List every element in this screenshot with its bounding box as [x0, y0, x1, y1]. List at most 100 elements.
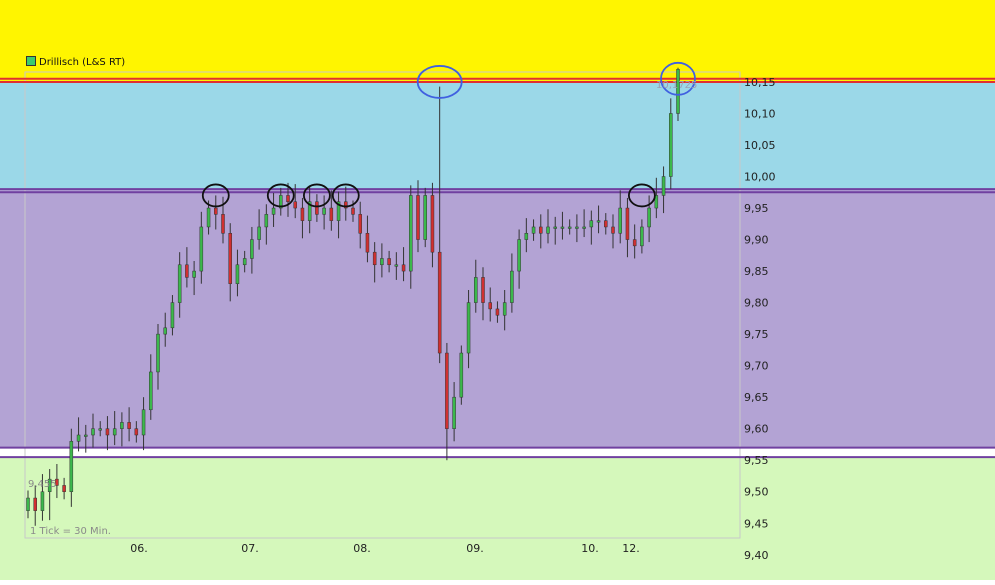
candle-body-18 [156, 333, 160, 373]
x-tick-label-5: 12. [622, 542, 640, 555]
y-tick-label-0: 10,15 [744, 76, 776, 89]
candle-body-26 [214, 207, 218, 215]
candle-body-33 [264, 214, 269, 228]
candle-body-87 [654, 195, 659, 209]
candle-body-63 [481, 277, 485, 303]
y-tick-label-2: 10,05 [744, 139, 776, 152]
zone-band-4 [0, 457, 995, 580]
candle-body-88 [661, 176, 666, 196]
candle-body-21 [177, 264, 182, 303]
plot-frame [24, 71, 741, 539]
zone-band-3 [0, 447, 995, 458]
candle-body-22 [185, 264, 189, 278]
candle-body-7 [76, 434, 81, 442]
candle-body-54 [416, 195, 420, 240]
candle-body-11 [105, 428, 110, 436]
candle-body-64 [488, 302, 492, 310]
highlight-circle-2 [302, 183, 331, 208]
candle-body-8 [84, 434, 88, 437]
candle-body-48 [372, 251, 377, 266]
y-tick-label-7: 9,80 [744, 297, 769, 310]
candle-body-19 [163, 327, 167, 335]
candle-body-76 [575, 226, 579, 229]
y-tick-label-3: 10,00 [744, 171, 776, 184]
candle-body-20 [170, 302, 175, 329]
candle-body-9 [91, 428, 95, 436]
candle-body-27 [221, 214, 225, 234]
candle-body-13 [120, 422, 124, 429]
candle-body-44 [344, 201, 348, 209]
candle-body-28 [228, 233, 232, 284]
candle-body-72 [546, 226, 550, 234]
candle-body-2 [40, 491, 45, 511]
x-tick-label-3: 09. [466, 542, 484, 555]
candle-body-1 [33, 497, 37, 511]
candle-body-3 [47, 478, 52, 492]
legend-label: Drillisch (L&S RT) [39, 57, 126, 68]
candle-body-24 [199, 226, 204, 272]
y-tick-label-13: 9,50 [744, 486, 769, 499]
candle-body-35 [279, 195, 283, 209]
candle-body-83 [625, 207, 630, 240]
highlight-circle-1 [266, 183, 295, 208]
candle-body-86 [647, 207, 651, 228]
candle-body-14 [127, 422, 131, 429]
candle-body-78 [589, 220, 594, 228]
candle-body-81 [611, 226, 615, 234]
candle-body-57 [437, 251, 442, 354]
candle-body-58 [445, 352, 449, 429]
candle-body-56 [430, 195, 435, 253]
y-tick-label-15: 9,40 [744, 549, 769, 562]
x-tick-label-2: 08. [353, 542, 371, 555]
candle-body-68 [517, 239, 521, 272]
candle-body-89 [669, 113, 673, 177]
candle-body-51 [394, 264, 399, 267]
candle-body-31 [250, 239, 254, 259]
candle-body-85 [640, 226, 644, 247]
zone-band-0 [0, 0, 995, 82]
y-tick-label-12: 9,55 [744, 454, 769, 467]
candle-body-37 [293, 201, 297, 209]
candle-body-25 [206, 207, 211, 228]
candle-body-34 [271, 207, 276, 215]
highlight-circle-3 [331, 183, 360, 208]
candle-body-15 [134, 428, 139, 436]
y-tick-label-10: 9,65 [744, 391, 769, 404]
candle-body-38 [300, 207, 305, 221]
candle-body-80 [604, 220, 608, 228]
candle-body-49 [380, 258, 384, 266]
candle-body-12 [112, 428, 117, 436]
candle-body-40 [315, 201, 319, 215]
y-tick-label-1: 10,10 [744, 107, 776, 120]
candle-body-70 [531, 226, 536, 234]
candle-body-50 [387, 258, 391, 266]
candle-body-53 [409, 195, 413, 272]
candle-body-36 [286, 195, 290, 202]
highlight-circle-0 [201, 183, 230, 208]
candle-body-0 [26, 497, 30, 511]
candle-body-55 [423, 195, 427, 240]
candle-body-61 [466, 302, 471, 354]
highlight-circle-4 [416, 65, 463, 99]
y-tick-label-8: 9,75 [744, 328, 769, 341]
tick-note: 1 Tick = 30 Min. [30, 526, 111, 537]
candle-body-67 [510, 270, 514, 303]
candle-body-90 [676, 69, 680, 114]
candle-body-52 [401, 264, 406, 272]
x-tick-label-0: 06. [130, 542, 148, 555]
candle-body-42 [329, 207, 334, 221]
candle-body-62 [474, 277, 478, 303]
max-value-label: 10,1725 [656, 80, 698, 91]
highlight-circle-5 [627, 183, 656, 208]
candle-body-41 [322, 207, 326, 215]
candle-body-30 [242, 258, 247, 266]
candle-body-29 [235, 264, 240, 284]
y-tick-label-4: 9,95 [744, 202, 769, 215]
min-value-label: 9,455 [28, 479, 57, 490]
candle-body-39 [307, 201, 312, 221]
candle-body-23 [192, 270, 196, 278]
candle-body-32 [257, 226, 261, 240]
candle-body-5 [62, 485, 66, 492]
candle-body-43 [336, 201, 341, 221]
